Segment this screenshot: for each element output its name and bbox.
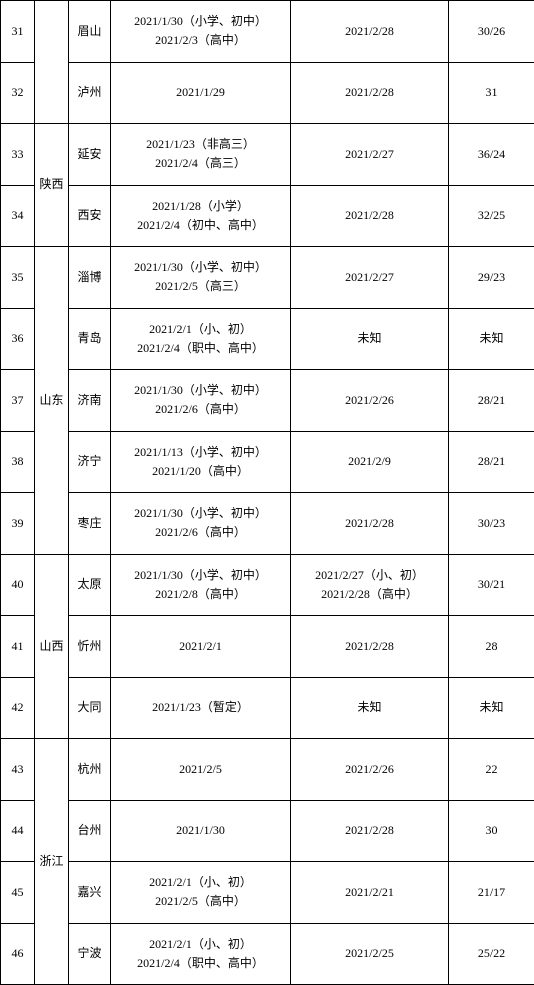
row-index: 41 [1, 616, 35, 678]
days-cell: 28/21 [449, 370, 534, 432]
days-cell: 未知 [449, 678, 534, 740]
city-cell: 忻州 [69, 616, 111, 678]
row-index: 31 [1, 1, 35, 63]
row-index: 40 [1, 555, 35, 617]
days-cell: 未知 [449, 309, 534, 371]
start-date-cell: 2021/1/30（小学、初中） 2021/2/3（高中） [111, 1, 291, 63]
end-date-cell: 2021/2/28 [291, 186, 449, 248]
end-date-cell: 2021/2/26 [291, 739, 449, 801]
days-cell: 32/25 [449, 186, 534, 248]
row-index: 33 [1, 124, 35, 186]
end-date-cell: 2021/2/27（小、初） 2021/2/28（高中） [291, 555, 449, 617]
city-cell: 嘉兴 [69, 862, 111, 924]
days-cell: 22 [449, 739, 534, 801]
days-cell: 36/24 [449, 124, 534, 186]
start-date-cell: 2021/1/23（非高三） 2021/2/4（高三） [111, 124, 291, 186]
start-date-cell: 2021/1/30（小学、初中） 2021/2/5（高三） [111, 247, 291, 309]
end-date-cell: 未知 [291, 309, 449, 371]
row-index: 38 [1, 432, 35, 494]
days-cell: 29/23 [449, 247, 534, 309]
days-cell: 30 [449, 801, 534, 863]
row-index: 36 [1, 309, 35, 371]
days-cell: 21/17 [449, 862, 534, 924]
end-date-cell: 2021/2/28 [291, 63, 449, 125]
row-index: 45 [1, 862, 35, 924]
start-date-cell: 2021/2/5 [111, 739, 291, 801]
end-date-cell: 2021/2/27 [291, 124, 449, 186]
start-date-cell: 2021/1/13（小学、初中） 2021/1/20（高中） [111, 432, 291, 494]
start-date-cell: 2021/1/30（小学、初中） 2021/2/8（高中） [111, 555, 291, 617]
province-cell: 浙江 [35, 739, 69, 985]
schedule-table: 陕西山东山西浙江 31 眉山2021/1/30（小学、初中） 2021/2/3（高中… [0, 0, 534, 985]
city-cell: 枣庄 [69, 493, 111, 555]
days-cell: 30/23 [449, 493, 534, 555]
row-index: 42 [1, 678, 35, 740]
start-date-cell: 2021/1/23（暂定） [111, 678, 291, 740]
start-date-cell: 2021/2/1（小、初） 2021/2/5（高中） [111, 862, 291, 924]
city-cell: 济宁 [69, 432, 111, 494]
days-cell: 28 [449, 616, 534, 678]
end-date-cell: 2021/2/27 [291, 247, 449, 309]
city-cell: 宁波 [69, 924, 111, 985]
end-date-cell: 2021/2/25 [291, 924, 449, 985]
start-date-cell: 2021/1/28（小学） 2021/2/4（初中、高中） [111, 186, 291, 248]
end-date-cell: 2021/2/9 [291, 432, 449, 494]
city-cell: 济南 [69, 370, 111, 432]
end-date-cell: 2021/2/28 [291, 493, 449, 555]
start-date-cell: 2021/2/1（小、初） 2021/2/4（职中、高中） [111, 924, 291, 985]
city-cell: 淄博 [69, 247, 111, 309]
start-date-cell: 2021/2/1（小、初） 2021/2/4（职中、高中） [111, 309, 291, 371]
city-cell: 延安 [69, 124, 111, 186]
days-cell: 25/22 [449, 924, 534, 985]
end-date-cell: 2021/2/28 [291, 616, 449, 678]
start-date-cell: 2021/1/30（小学、初中） 2021/2/6（高中） [111, 493, 291, 555]
end-date-cell: 未知 [291, 678, 449, 740]
city-cell: 青岛 [69, 309, 111, 371]
days-cell: 28/21 [449, 432, 534, 494]
province-cell [35, 1, 69, 124]
end-date-cell: 2021/2/28 [291, 801, 449, 863]
city-cell: 太原 [69, 555, 111, 617]
province-cell: 山东 [35, 247, 69, 555]
city-cell: 台州 [69, 801, 111, 863]
city-cell: 大同 [69, 678, 111, 740]
start-date-cell: 2021/1/29 [111, 63, 291, 125]
city-cell: 西安 [69, 186, 111, 248]
row-index: 39 [1, 493, 35, 555]
days-cell: 30/21 [449, 555, 534, 617]
city-cell: 杭州 [69, 739, 111, 801]
row-index: 34 [1, 186, 35, 248]
row-index: 46 [1, 924, 35, 985]
days-cell: 31 [449, 63, 534, 125]
city-cell: 眉山 [69, 1, 111, 63]
row-index: 37 [1, 370, 35, 432]
row-index: 43 [1, 739, 35, 801]
row-index: 44 [1, 801, 35, 863]
end-date-cell: 2021/2/26 [291, 370, 449, 432]
city-cell: 泸州 [69, 63, 111, 125]
end-date-cell: 2021/2/21 [291, 862, 449, 924]
end-date-cell: 2021/2/28 [291, 1, 449, 63]
row-index: 32 [1, 63, 35, 125]
row-index: 35 [1, 247, 35, 309]
start-date-cell: 2021/1/30（小学、初中） 2021/2/6（高中） [111, 370, 291, 432]
days-cell: 30/26 [449, 1, 534, 63]
province-cell: 陕西 [35, 124, 69, 247]
start-date-cell: 2021/2/1 [111, 616, 291, 678]
start-date-cell: 2021/1/30 [111, 801, 291, 863]
province-cell: 山西 [35, 555, 69, 740]
